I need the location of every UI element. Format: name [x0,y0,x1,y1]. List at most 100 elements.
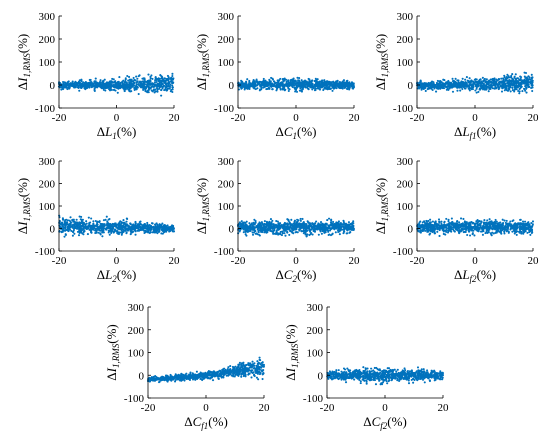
data-point [259,222,262,225]
data-point [118,76,121,79]
data-point [90,231,93,234]
data-point [256,87,259,90]
data-point [130,90,133,93]
data-point [132,76,135,80]
data-point [95,224,98,227]
y-tick-label: 0 [50,224,56,236]
data-point [326,219,329,222]
data-point [491,87,494,90]
data-point [136,80,139,83]
data-point [324,81,327,84]
data-point [171,88,174,91]
data-point [98,220,101,223]
data-point [248,87,251,91]
data-point [348,231,351,234]
data-point [331,84,334,87]
data-point [477,90,480,93]
y-tick-label: 200 [218,179,235,191]
data-point [329,83,332,86]
data-point [167,77,170,81]
data-point [331,233,334,236]
x-tick-label: -20 [410,112,425,124]
data-point [506,81,509,84]
data-point [527,75,530,78]
y-tick-label: -100 [35,103,56,115]
data-point [133,229,137,232]
data-point [257,233,260,236]
data-point [322,89,325,92]
data-point [84,224,87,227]
data-point [249,82,252,85]
data-point [346,81,349,84]
data-point [129,83,132,86]
data-point [89,225,92,228]
data-point [427,87,430,90]
data-point [132,230,135,233]
data-point [466,84,470,87]
data-point [81,232,84,235]
data-point [64,83,67,86]
data-point [156,90,159,93]
data-point [116,91,119,94]
data-point [322,226,325,229]
data-point [88,78,91,82]
data-point [348,81,351,84]
data-point [322,82,325,85]
data-point [273,80,276,83]
data-point [513,86,516,89]
data-point [267,83,270,86]
data-point [249,228,252,231]
data-point [319,221,323,224]
data-point [442,78,445,81]
data-point [519,85,522,88]
data-point [122,219,125,222]
data-point [289,229,292,232]
data-point [99,79,102,82]
data-point [134,79,137,82]
data-point [518,92,521,95]
data-point [126,223,129,226]
data-point [155,84,158,87]
data-point [102,219,106,222]
data-point [127,227,130,230]
data-point [73,225,76,228]
data-point [129,85,132,88]
data-point [443,84,446,87]
data-point [507,84,510,87]
data-point [147,85,150,88]
data-point [468,87,471,90]
data-point [459,217,463,220]
data-point [330,219,333,222]
data-point [100,86,103,90]
data-point [124,77,127,80]
data-point [102,84,105,87]
data-point [267,223,270,226]
data-point [276,86,279,89]
data-point [161,227,164,230]
data-point [143,87,146,90]
data-point [97,228,100,231]
data-point [304,86,307,89]
data-point [240,220,243,223]
data-point [300,90,303,93]
data-point [246,78,249,81]
data-point [521,90,524,93]
data-point [98,83,101,86]
data-point [253,87,256,90]
data-point [481,76,484,79]
data-point [452,79,455,82]
data-point [505,75,508,79]
data-point [155,86,159,89]
data-point [139,81,142,84]
data-point [300,226,303,229]
data-point [74,80,77,83]
data-point [326,81,329,84]
data-point [278,85,282,88]
data-point [506,89,510,92]
data-point [249,223,252,226]
data-point [335,221,338,224]
data-point [319,227,322,231]
data-point [464,83,467,86]
data-point [337,84,340,87]
data-point [167,82,170,85]
